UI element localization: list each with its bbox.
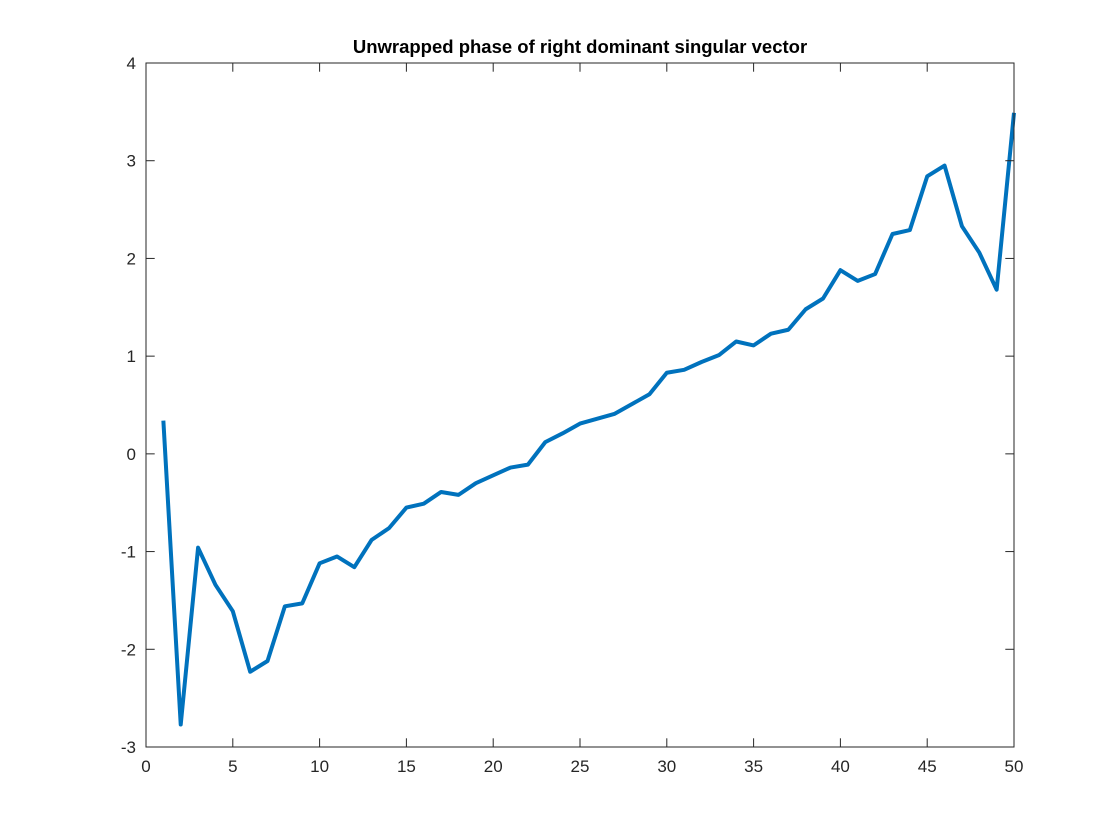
y-tick-label: 3: [127, 152, 136, 171]
y-tick-label: 0: [127, 445, 136, 464]
x-axis: 0 5 10 15 20 25 30 35 40 45 50: [141, 63, 1023, 776]
y-tick-label: 2: [127, 249, 136, 268]
series-group: [161, 112, 1016, 727]
x-tick-label: 40: [831, 757, 850, 776]
y-tick-label: 1: [127, 347, 136, 366]
series-line-1: [161, 112, 1016, 727]
y-tick-label: 4: [127, 54, 136, 73]
y-axis: -3 -2 -1 0 1 2 3 4: [121, 54, 1014, 757]
x-tick-label: 45: [918, 757, 937, 776]
x-tick-label: 5: [228, 757, 237, 776]
x-tick-label: 50: [1005, 757, 1024, 776]
y-tick-label: -3: [121, 738, 136, 757]
x-tick-label: 0: [141, 757, 150, 776]
x-tick-label: 35: [744, 757, 763, 776]
y-tick-label: -1: [121, 543, 136, 562]
x-tick-label: 15: [397, 757, 416, 776]
x-tick-label: 20: [484, 757, 503, 776]
y-tick-label: -2: [121, 640, 136, 659]
plot-area: [146, 63, 1014, 747]
x-tick-label: 25: [571, 757, 590, 776]
x-tick-label: 10: [310, 757, 329, 776]
x-tick-label: 30: [657, 757, 676, 776]
chart-title: Unwrapped phase of right dominant singul…: [353, 36, 807, 57]
